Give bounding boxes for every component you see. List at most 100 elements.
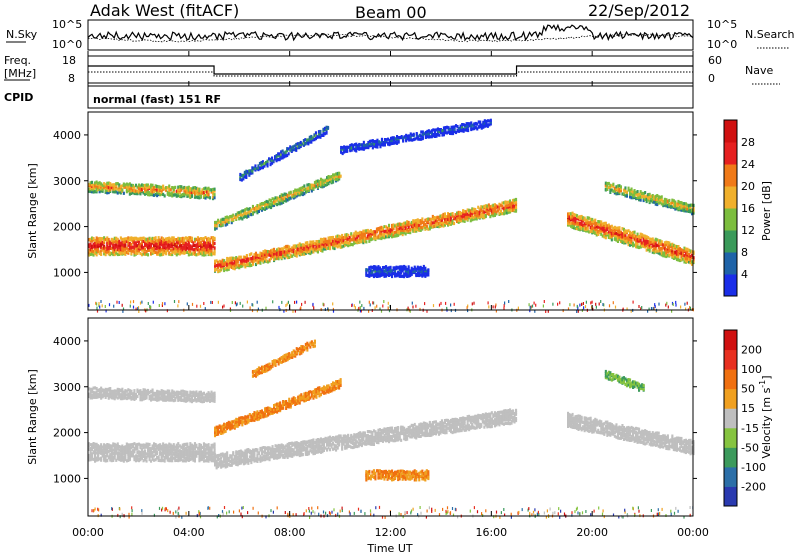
scatter-cell (162, 302, 163, 305)
scatter-cell (473, 302, 474, 305)
scatter-cell (602, 303, 603, 306)
scatter-cell (493, 305, 494, 308)
scatter-cell (252, 303, 253, 306)
scatter-cell (472, 302, 473, 305)
scatter-cell (446, 307, 447, 310)
colorbar-tick-label: 8 (741, 246, 748, 259)
echo-cell (381, 138, 383, 141)
scatter-cell (288, 301, 289, 304)
scatter-cell (599, 303, 600, 306)
scatter-cell (196, 305, 197, 308)
echo-cell (214, 246, 216, 249)
colorbar-segment (724, 142, 737, 165)
scatter-cell (615, 306, 616, 309)
echo-cell (421, 217, 423, 220)
scatter-cell (312, 303, 313, 306)
y-tick-label: 3000 (53, 175, 81, 188)
scatter-cell (203, 302, 204, 305)
echo-cell (479, 121, 481, 124)
echo-cell (174, 186, 176, 189)
scatter-cell (235, 301, 236, 304)
echo-cell (661, 195, 663, 198)
scatter-cell (383, 300, 384, 303)
scatter-cell (633, 301, 634, 304)
echo-cell (164, 194, 166, 197)
date-title: 22/Sep/2012 (588, 1, 690, 20)
scatter-cell (585, 305, 586, 308)
colorbar-tick-label: 12 (741, 224, 755, 237)
scatter-cell (590, 301, 591, 304)
echo-cell (214, 392, 216, 395)
station-title: Adak West (fitACF) (90, 1, 239, 20)
cpid-text: normal (fast) 151 RF (93, 93, 221, 106)
scatter-cell (178, 300, 179, 303)
scatter-cell (370, 303, 371, 306)
echo-cell (91, 181, 93, 184)
echo-cell (271, 157, 273, 160)
echo-cell (327, 126, 329, 129)
echo-cell (315, 131, 317, 134)
scatter-cell (133, 306, 134, 309)
echo-cell (121, 388, 123, 391)
echo-cell (155, 236, 157, 239)
scatter-cell (668, 306, 669, 309)
scatter-cell (358, 307, 359, 310)
colorbar-tick-label: 24 (741, 158, 755, 171)
echo-cell (214, 196, 216, 199)
scatter-cell (412, 302, 413, 305)
scatter-cell (375, 306, 376, 309)
echo-cell (587, 227, 589, 230)
scatter-cell (673, 303, 674, 306)
scatter-cell (595, 303, 596, 306)
scatter-cell (586, 301, 587, 304)
echo-cell (624, 186, 626, 189)
scatter-cell (187, 302, 188, 305)
power-colorbar-label: Power [dB] (760, 181, 773, 241)
scatter-cell (96, 307, 97, 310)
scatter-cell (388, 302, 389, 305)
echo-cell (214, 242, 216, 245)
echo-cell (453, 222, 455, 225)
freq-unit-label: [MHz] (4, 67, 36, 80)
freq-trace (88, 66, 693, 74)
echo-cell (296, 254, 298, 257)
scatter-cell (116, 301, 117, 304)
scatter-cell (583, 306, 584, 309)
echo-cell (250, 252, 252, 255)
scatter-cell (518, 307, 519, 310)
echo-cell (136, 395, 138, 398)
echo-cell (240, 256, 242, 259)
scatter-cell (272, 300, 273, 303)
y-tick-label: 2000 (53, 221, 81, 234)
scatter-cell (130, 305, 131, 308)
scatter-cell (361, 304, 362, 307)
scatter-cell (450, 304, 451, 307)
echo-cell (594, 219, 596, 222)
scatter-cell (122, 304, 123, 307)
echo-cell (631, 239, 633, 242)
scatter-cell (581, 303, 582, 306)
echo-cell (109, 387, 111, 390)
colorbar-tick-label: 28 (741, 136, 755, 149)
scatter-cell (96, 303, 97, 306)
scatter-cell (369, 301, 370, 304)
scatter-cell (569, 303, 570, 306)
freq-tick-high: 18 (62, 54, 76, 67)
echo-cell (637, 190, 639, 193)
cpid-panel: CPID normal (fast) 151 RF (4, 86, 693, 108)
scatter-cell (424, 302, 425, 305)
scatter-cell (388, 307, 389, 310)
scatter-cell (467, 306, 468, 309)
scatter-cell (287, 303, 288, 306)
scatter-cell (658, 303, 659, 306)
colorbar-segment (724, 208, 737, 231)
echo-cell (631, 188, 633, 191)
echo-cell (214, 250, 216, 253)
scatter-cell (408, 307, 409, 310)
echo-cell (644, 191, 646, 194)
scatter-cell (655, 305, 656, 308)
echo-cell (618, 226, 620, 229)
colorbar-segment (724, 186, 737, 209)
